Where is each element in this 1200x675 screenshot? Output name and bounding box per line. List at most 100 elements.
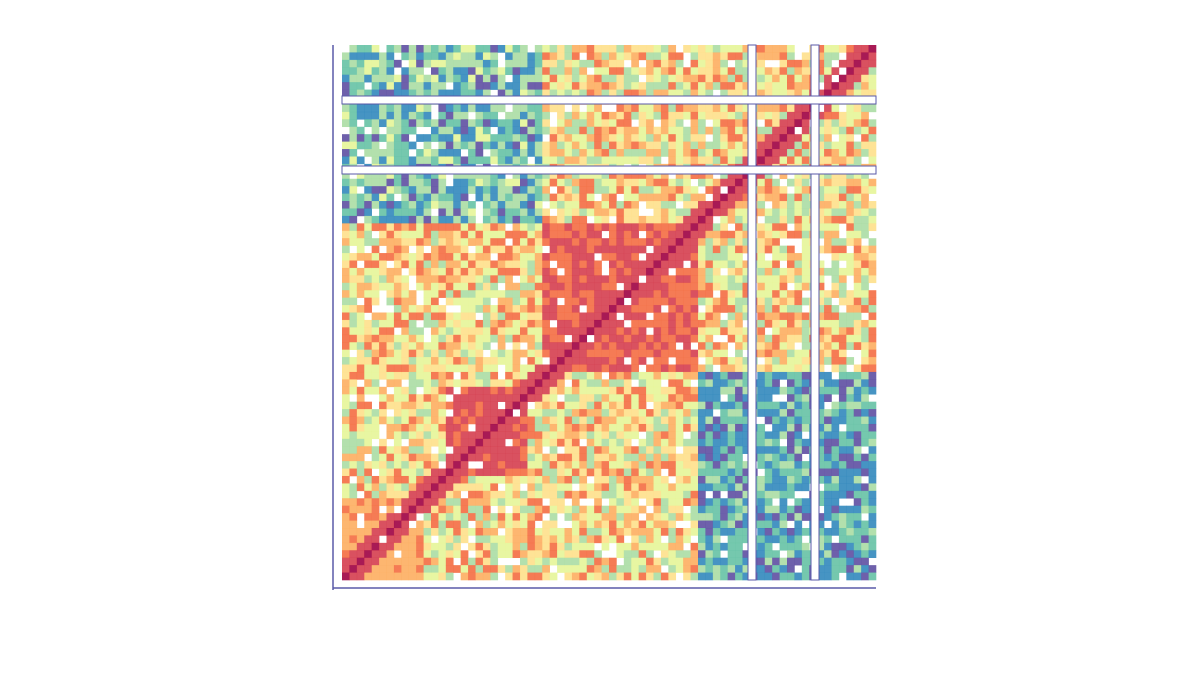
heatmap-cell (534, 364, 543, 373)
heatmap-cell (742, 238, 751, 246)
heatmap-cell (416, 438, 424, 447)
heatmap-cell (631, 394, 639, 402)
heatmap-cell (408, 498, 417, 506)
heatmap-cell (534, 290, 543, 298)
heatmap-cell (690, 82, 699, 90)
heatmap-cell (742, 572, 751, 581)
heatmap-cell (772, 193, 780, 202)
heatmap-cell (861, 565, 869, 573)
heatmap-cell (393, 201, 402, 209)
heatmap-cell (542, 409, 550, 417)
heatmap-cell (549, 483, 558, 492)
heatmap-cell (379, 557, 387, 566)
heatmap-cell (675, 238, 684, 246)
heatmap-cell (853, 67, 862, 76)
heatmap-cell (527, 141, 536, 150)
heatmap-cell (631, 215, 639, 224)
heatmap-cell (542, 342, 550, 350)
heatmap-cell (861, 527, 869, 536)
heatmap-cell (772, 334, 780, 343)
heatmap-cell (534, 119, 543, 128)
heatmap-cell (646, 423, 654, 432)
heatmap-cell (379, 253, 387, 261)
heatmap-cell (735, 312, 743, 321)
heatmap-cell (838, 215, 847, 224)
heatmap-cell (542, 119, 550, 128)
heatmap-cell (527, 327, 536, 336)
heatmap-cell (631, 565, 639, 573)
heatmap-cell (720, 461, 728, 469)
heatmap-cell (490, 461, 499, 469)
heatmap-cell (712, 156, 721, 165)
heatmap-cell (423, 290, 432, 298)
heatmap-cell (690, 371, 699, 380)
heatmap-cell (371, 483, 380, 492)
heatmap-cell (371, 416, 380, 425)
heatmap-cell (660, 550, 669, 559)
heatmap-cell (868, 423, 877, 432)
heatmap-cell (505, 297, 513, 306)
heatmap-cell (831, 423, 840, 432)
heatmap-cell (364, 490, 372, 499)
heatmap-cell (660, 208, 669, 217)
heatmap-cell (801, 334, 810, 343)
heatmap-cell (838, 282, 847, 291)
heatmap-cell (868, 275, 877, 284)
heatmap-cell (342, 490, 350, 499)
heatmap-cell (653, 357, 662, 365)
heatmap-cell (764, 238, 773, 246)
heatmap-cell (505, 371, 513, 380)
heatmap-cell (720, 357, 728, 365)
heatmap-cell (401, 468, 410, 477)
heatmap-cell (764, 483, 773, 492)
heatmap-cell (653, 305, 662, 313)
heatmap-cell (505, 431, 513, 440)
heatmap-cell (594, 59, 602, 68)
heatmap-cell (393, 290, 402, 298)
heatmap-cell (646, 319, 654, 328)
heatmap-cell (831, 438, 840, 447)
heatmap-cell (393, 171, 402, 180)
heatmap-cell (579, 349, 588, 358)
heatmap-cell (794, 282, 803, 291)
heatmap-cell (542, 386, 550, 395)
heatmap-cell (675, 542, 684, 551)
heatmap-cell (816, 45, 825, 53)
heatmap-cell (853, 82, 862, 90)
heatmap-cell (497, 342, 506, 350)
heatmap-cell (423, 119, 432, 128)
heatmap-cell (846, 461, 855, 469)
heatmap-cell (594, 357, 602, 365)
heatmap-cell (742, 245, 751, 254)
heatmap-cell (801, 394, 810, 402)
heatmap-cell (824, 290, 832, 298)
heatmap-cell (564, 141, 573, 150)
heatmap-cell (349, 178, 358, 187)
heatmap-cell (505, 542, 513, 551)
heatmap-cell (401, 416, 410, 425)
heatmap-cell (475, 267, 484, 276)
heatmap-cell (705, 238, 714, 246)
heatmap-cell (668, 505, 677, 514)
heatmap-cell (838, 349, 847, 358)
heatmap-cell (705, 520, 714, 529)
heatmap-cell (794, 156, 803, 165)
heatmap-cell (683, 475, 691, 484)
heatmap-cell (853, 565, 862, 573)
heatmap-cell (475, 431, 484, 440)
heatmap-cell (460, 82, 469, 90)
heatmap-cell (364, 149, 372, 157)
heatmap-cell (623, 475, 632, 484)
heatmap-cell (423, 401, 432, 410)
heatmap-cell (712, 45, 721, 53)
heatmap-cell (564, 550, 573, 559)
heatmap-cell (468, 67, 476, 76)
heatmap-cell (794, 305, 803, 313)
heatmap-cell (787, 401, 795, 410)
heatmap-cell (512, 416, 521, 425)
heatmap-cell (683, 371, 691, 380)
heatmap-cell (772, 446, 780, 454)
heatmap-cell (468, 282, 476, 291)
heatmap-cell (438, 260, 447, 269)
heatmap-cell (386, 290, 395, 298)
